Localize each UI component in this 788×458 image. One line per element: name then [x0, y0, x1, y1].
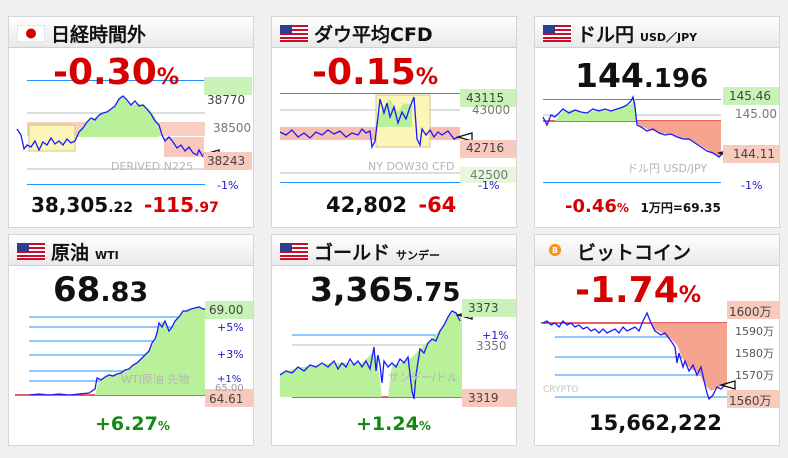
tile-dow[interactable]: ダウ平均CFD -0.15% 43115 43000 42716 42500 -…: [271, 16, 517, 228]
nikkei-level-high: 38770: [207, 93, 246, 107]
wti-title: 原油 WTI: [51, 242, 119, 264]
usdjpy-level-high: 145.46: [729, 89, 771, 103]
bitcoin-header: B ビットコイン: [535, 235, 779, 266]
wti-subtitle: WTI: [95, 249, 119, 262]
usdjpy-change: -0.46% 1万円=69.35: [565, 196, 721, 217]
nikkei-title: 日経時間外: [51, 24, 147, 46]
bitcoin-level-1570: 1570万: [735, 369, 774, 382]
gold-watermark: サンデー/ドル: [388, 371, 458, 384]
nikkei-header: 日経時間外: [9, 17, 253, 48]
gold-title: ゴールド サンデー: [314, 242, 441, 264]
gold-chart: [279, 299, 516, 407]
dow-header: ダウ平均CFD: [272, 17, 516, 48]
usdjpy-chart: [542, 87, 779, 183]
dow-change-pct: -0.15%: [312, 52, 439, 93]
dow-price: 42,802 -64: [326, 193, 457, 217]
bitcoin-chart: [541, 301, 779, 408]
bitcoin-price: 15,662,222: [589, 411, 722, 435]
dow-level-43000: 43000: [472, 103, 511, 117]
dow-level-pct: -1%: [478, 179, 500, 192]
us-flag-icon: [17, 243, 45, 260]
bitcoin-level-1580: 1580万: [735, 347, 774, 360]
usdjpy-price: 144.196: [575, 56, 709, 95]
usdjpy-subtitle: USD／JPY: [640, 31, 698, 44]
bitcoin-title: ビットコイン: [577, 242, 692, 264]
usdjpy-level-145: 145.00: [735, 107, 777, 121]
wti-level-65: 65.00: [215, 383, 244, 394]
usdjpy-title: ドル円 USD／JPY: [577, 24, 698, 46]
usdjpy-level-pct: -1%: [741, 179, 763, 192]
gold-level-current: 3319: [468, 391, 499, 405]
nikkei-level-current: 38243: [207, 154, 246, 168]
tile-bitcoin[interactable]: B ビットコイン -1.74% 1600万 1590万 1580万 1570万 …: [534, 234, 780, 446]
us-flag-icon: [543, 25, 571, 42]
us-flag-icon: [280, 243, 308, 260]
wti-chart: [15, 301, 253, 407]
wti-level-high: 69.00: [209, 303, 244, 317]
tile-gold[interactable]: ゴールド サンデー 3,365.75 3373 +1% 3350 3319 サンデ…: [271, 234, 517, 446]
gold-level-3350: 3350: [476, 339, 507, 353]
nikkei-level-pct: -1%: [217, 179, 239, 192]
gold-price: 3,365.75: [310, 270, 461, 309]
wti-header: 原油 WTI: [9, 235, 253, 266]
bitcoin-icon: B: [548, 243, 562, 257]
bitcoin-level-1590: 1590万: [735, 325, 774, 338]
gold-change-pct: +1.24%: [356, 413, 431, 435]
nikkei-price: 38,305.22 -115.97: [31, 193, 219, 217]
gold-level-high: 3373: [468, 301, 499, 315]
svg-text:B: B: [552, 246, 558, 255]
wti-watermark: WTI原油 先物: [121, 373, 190, 386]
japan-flag-icon: [17, 25, 45, 42]
gold-header: ゴールド サンデー: [272, 235, 516, 266]
tile-usdjpy[interactable]: ドル円 USD／JPY 144.196 145.46 145.00 144.11 …: [534, 16, 780, 228]
bitcoin-watermark: CRYPTO: [543, 385, 579, 395]
nikkei-change-pct: -0.30%: [53, 52, 180, 93]
nikkei-chart: [16, 77, 252, 185]
bitcoin-level-1600: 1600万: [729, 305, 772, 319]
wti-level-1pct: +1%: [217, 374, 242, 385]
dow-level-current: 42716: [466, 141, 505, 155]
bitcoin-level-current: 1560万: [729, 394, 772, 408]
dow-chart: [279, 89, 516, 183]
dow-watermark: NY DOW30 CFD: [368, 160, 455, 173]
wti-level-current: 64.61: [209, 392, 244, 406]
wti-price: 68.83: [53, 270, 149, 310]
usdjpy-level-current: 144.11: [733, 147, 775, 161]
gold-level-1pct: +1%: [482, 329, 509, 342]
tile-nikkei[interactable]: 日経時間外 -0.30% 38770 38500 38243 -1% DERIV…: [8, 16, 254, 228]
usdjpy-unit-label: 1万円=69.35: [640, 201, 721, 215]
wti-level-3pct: +3%: [217, 348, 244, 361]
bitcoin-change-pct: -1.74%: [575, 270, 702, 311]
dow-level-42500: 42500: [470, 168, 509, 182]
nikkei-watermark: DERIVED N225: [111, 160, 193, 173]
wti-change-pct: +6.27%: [95, 413, 170, 435]
dow-level-high: 43115: [466, 91, 505, 105]
dow-title: ダウ平均CFD: [314, 24, 433, 46]
usdjpy-watermark: ドル円 USD/JPY: [627, 162, 708, 175]
nikkei-level-mid: 38500: [213, 121, 252, 135]
wti-level-5pct: +5%: [217, 321, 244, 334]
us-flag-icon: [280, 25, 308, 42]
gold-subtitle: サンデー: [396, 249, 441, 262]
tile-wti[interactable]: 原油 WTI 68.83 69.00 +5% +3% +1% 65.00 64.6…: [8, 234, 254, 446]
usdjpy-header: ドル円 USD／JPY: [535, 17, 779, 48]
